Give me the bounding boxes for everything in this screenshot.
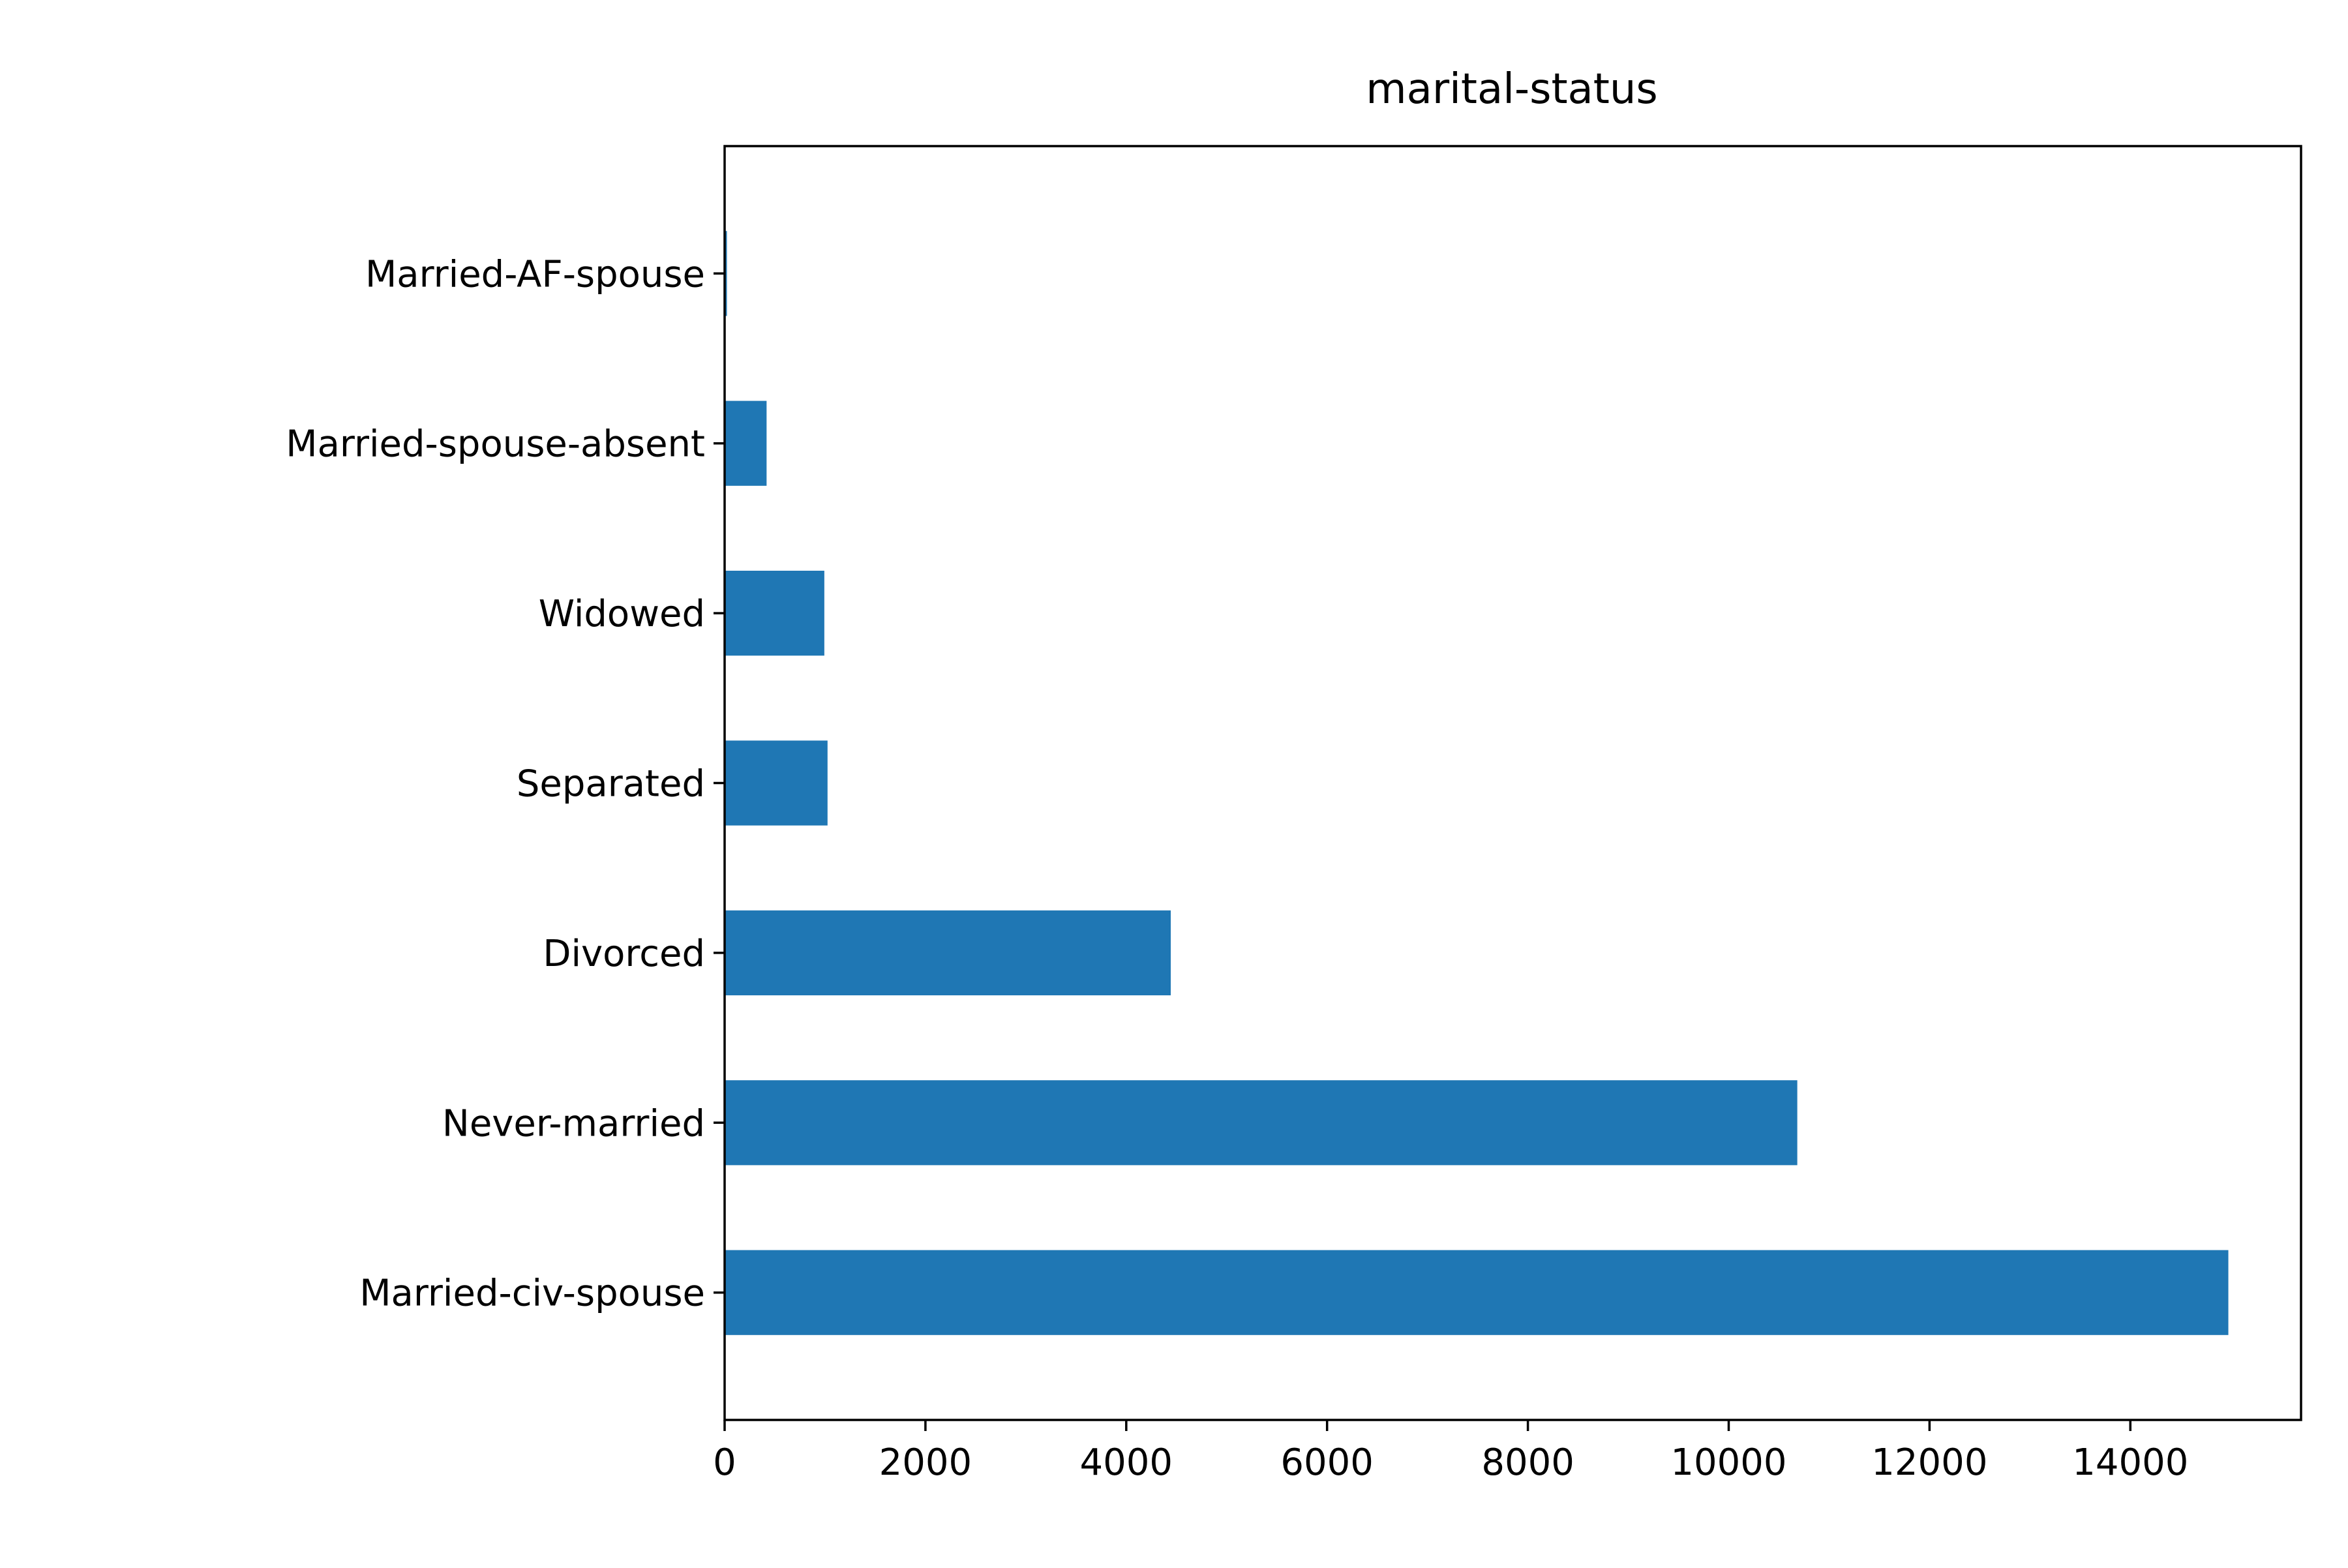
x-tick-label: 6000	[1280, 1441, 1374, 1484]
bar	[725, 231, 727, 316]
bar	[725, 1080, 1798, 1166]
bar	[725, 910, 1171, 995]
x-tick-label: 0	[713, 1441, 736, 1484]
x-tick-label: 12000	[1871, 1441, 1987, 1484]
y-tick-label: Married-spouse-absent	[286, 423, 705, 466]
y-tick-label: Married-AF-spouse	[365, 253, 705, 295]
y-tick-label: Separated	[517, 763, 705, 806]
y-tick-label: Never-married	[442, 1102, 705, 1145]
plot-area: Married-civ-spouse Never-married Divorced S…	[286, 231, 2229, 1484]
x-tick-label: 10000	[1670, 1441, 1786, 1484]
x-tick-label: 2000	[879, 1441, 972, 1484]
y-tick-label: Divorced	[543, 933, 705, 975]
x-tick-label: 8000	[1481, 1441, 1574, 1484]
x-tick-label: 14000	[2072, 1441, 2188, 1484]
chart-title: marital-status	[1366, 65, 1658, 113]
y-tick-label: Married-civ-spouse	[359, 1273, 705, 1315]
bar	[725, 740, 828, 826]
bar	[725, 400, 767, 486]
plot-frame	[723, 145, 2302, 1421]
y-tick-label: Widowed	[539, 593, 705, 635]
x-tick-label: 4000	[1080, 1441, 1173, 1484]
bar	[725, 1250, 2229, 1335]
bar	[725, 571, 824, 656]
